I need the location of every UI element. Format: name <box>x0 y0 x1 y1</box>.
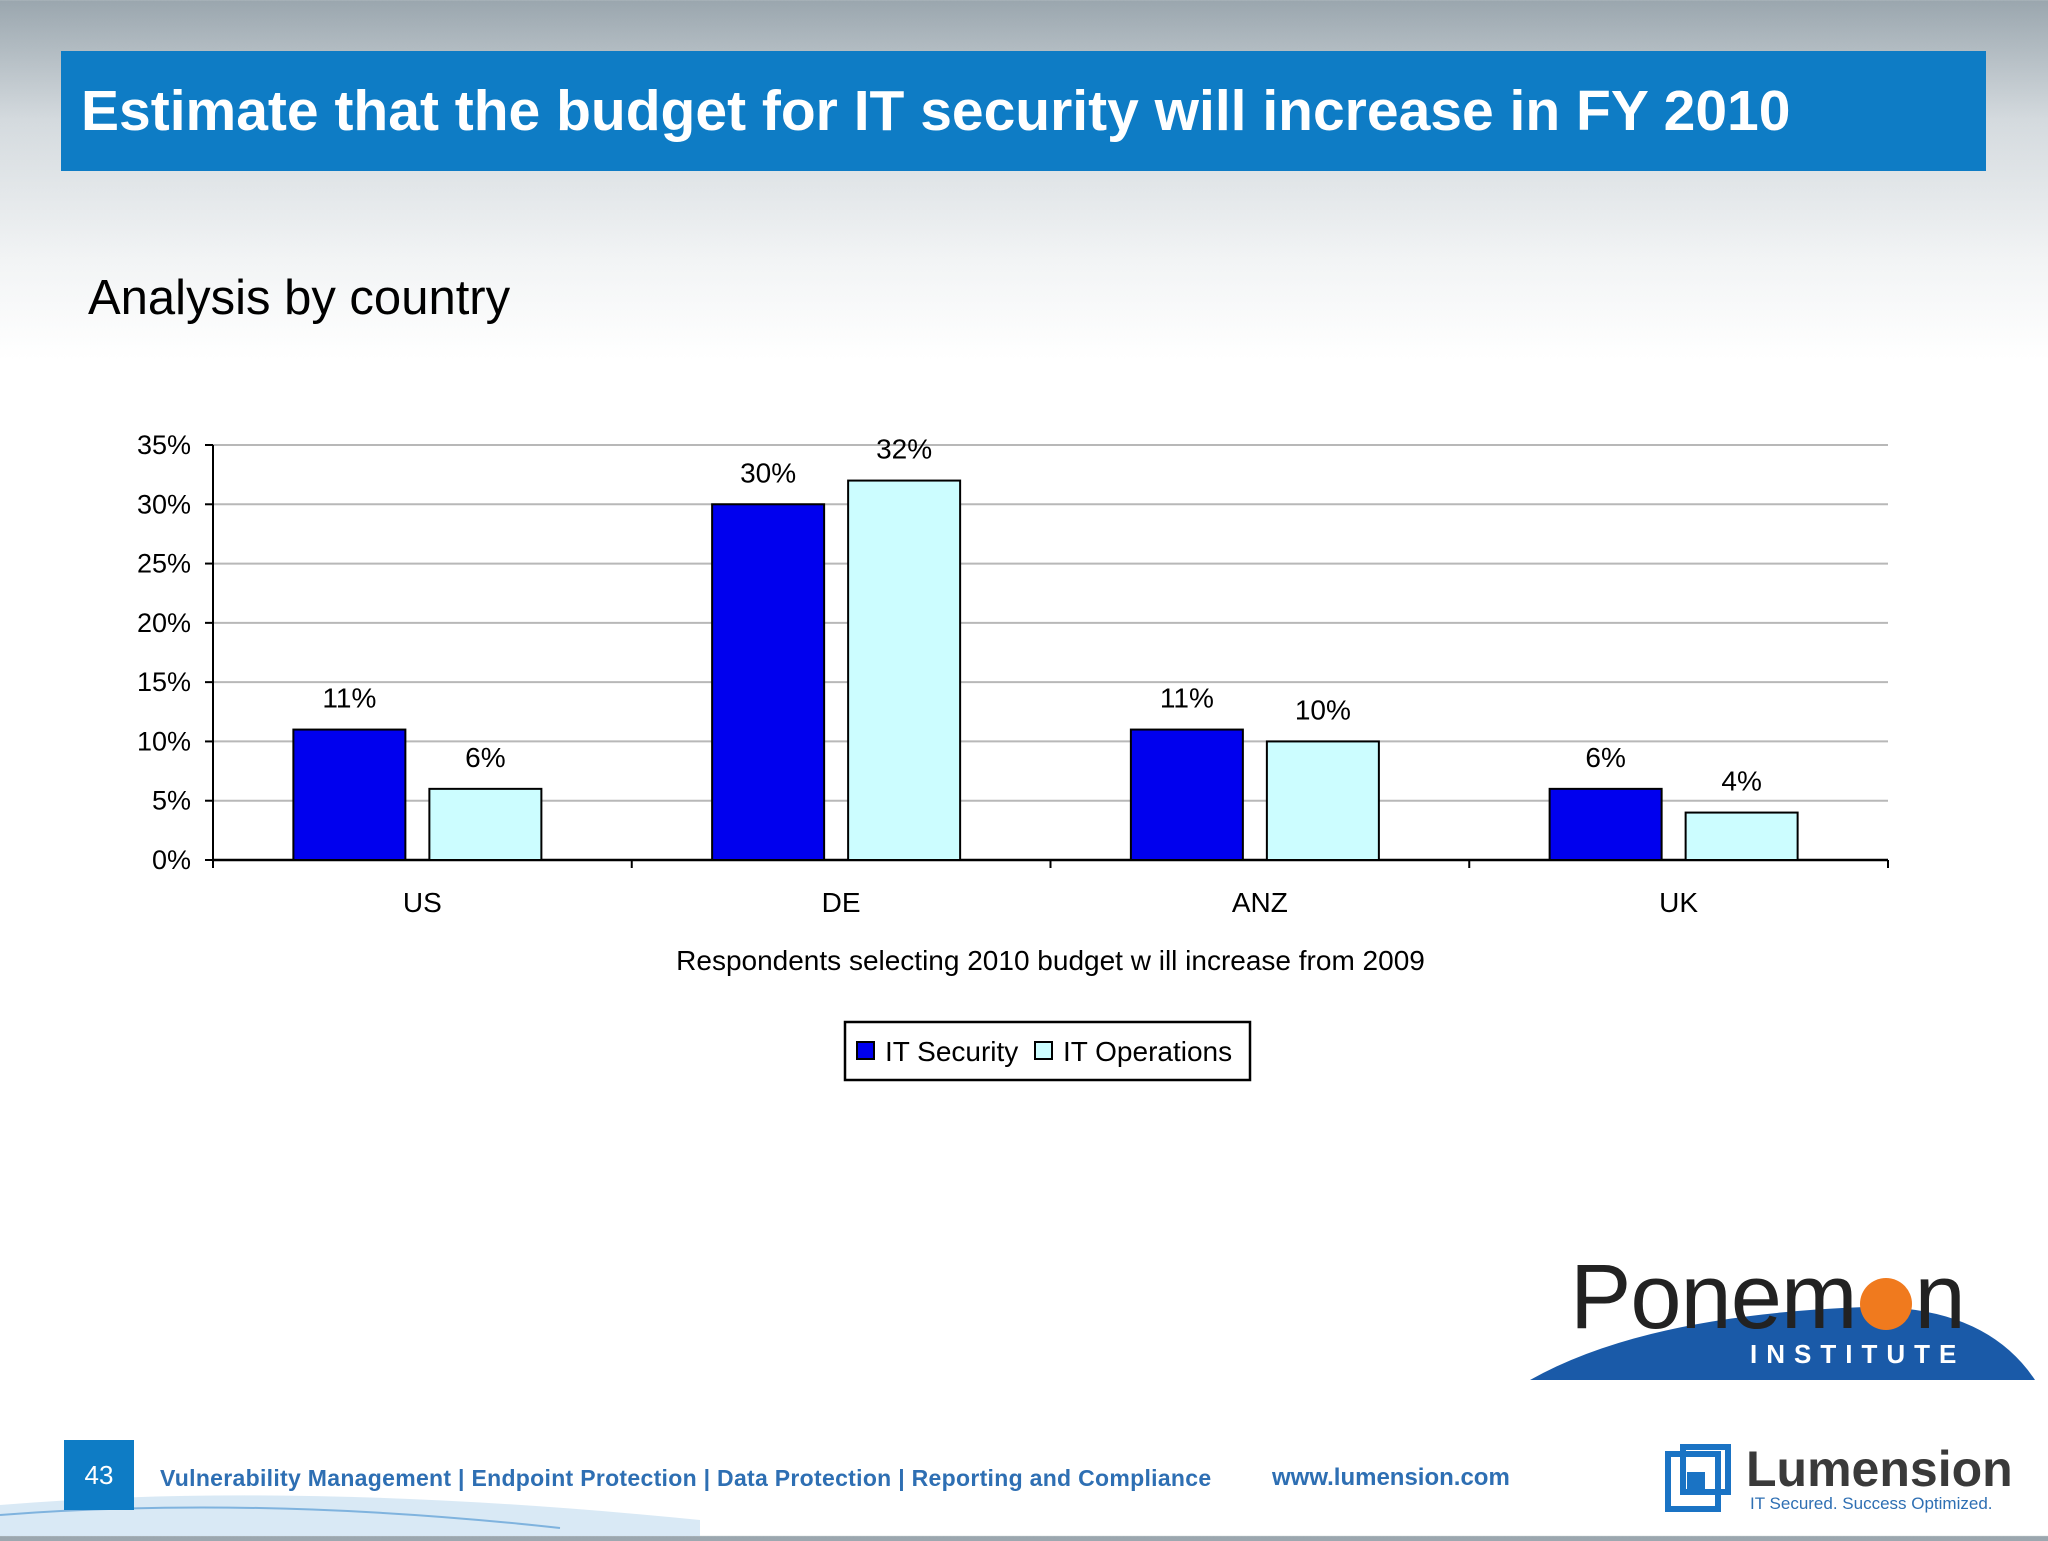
data-label: 6% <box>1585 742 1625 773</box>
title-bar: Estimate that the budget for IT security… <box>61 51 1986 171</box>
y-tick-label: 10% <box>137 726 191 756</box>
y-tick-label: 0% <box>152 845 191 875</box>
data-label: 4% <box>1721 766 1761 797</box>
footer-tagline: Vulnerability Management | Endpoint Prot… <box>160 1465 1212 1491</box>
ponemon-orange-dot <box>1859 1278 1912 1330</box>
lumension-tagline: IT Secured. Success Optimized. <box>1750 1494 1993 1513</box>
footer-band <box>0 1410 2048 1536</box>
ponemon-institute: INSTITUTE <box>1750 1339 1966 1369</box>
y-tick-label: 35% <box>137 430 191 460</box>
x-axis-title: Respondents selecting 2010 budget w ill … <box>676 945 1425 976</box>
y-tick-label: 5% <box>152 786 191 816</box>
chart-subtitle: Analysis by country <box>88 271 511 325</box>
lumension-name: Lumension <box>1746 1441 2013 1497</box>
ponemon-logo: Ponem n INSTITUTE <box>1525 1245 2045 1385</box>
ponemon-name-2: n <box>1914 1246 1966 1348</box>
data-label: 11% <box>322 683 376 714</box>
ponemon-name-1: Ponem <box>1570 1246 1857 1348</box>
x-tick-label: ANZ <box>1232 887 1288 918</box>
y-tick-label: 30% <box>137 489 191 519</box>
bar-it-operations <box>428 787 543 861</box>
x-tick-label: UK <box>1659 887 1698 918</box>
bar-it-security <box>292 728 407 861</box>
lumension-icon <box>1665 1444 1731 1512</box>
bar-it-security <box>1548 787 1663 861</box>
bar-it-operations <box>847 479 962 861</box>
bar-it-operations <box>1265 740 1380 862</box>
data-label: 30% <box>740 457 796 488</box>
y-tick-label: 20% <box>137 608 191 638</box>
page-number: 43 <box>64 1440 134 1510</box>
bar-it-operations <box>1684 811 1799 861</box>
y-tick-label: 15% <box>137 667 191 697</box>
legend-label: IT Security <box>885 1036 1018 1067</box>
lumension-logo: Lumension IT Secured. Success Optimized. <box>1660 1440 2020 1520</box>
bar-it-security <box>1129 728 1244 861</box>
data-label: 6% <box>465 742 505 773</box>
data-label: 32% <box>876 434 932 465</box>
bar-chart: 0% 5% 10% 15% 20% 25% 30% 35% US DE ANZ UK Responden… <box>137 430 1889 1082</box>
data-label: 10% <box>1295 694 1351 725</box>
footer-url[interactable]: www.lumension.com <box>1272 1464 1510 1491</box>
x-tick-label: US <box>403 887 442 918</box>
y-tick-label: 25% <box>137 549 191 579</box>
bar-it-security <box>711 503 826 861</box>
data-label: 11% <box>1160 683 1214 714</box>
legend-swatch <box>1034 1041 1053 1060</box>
x-tick-label: DE <box>822 887 861 918</box>
slide-title: Estimate that the budget for IT security… <box>81 79 1791 143</box>
legend-label: IT Operations <box>1063 1036 1232 1067</box>
legend-swatch <box>856 1041 875 1060</box>
